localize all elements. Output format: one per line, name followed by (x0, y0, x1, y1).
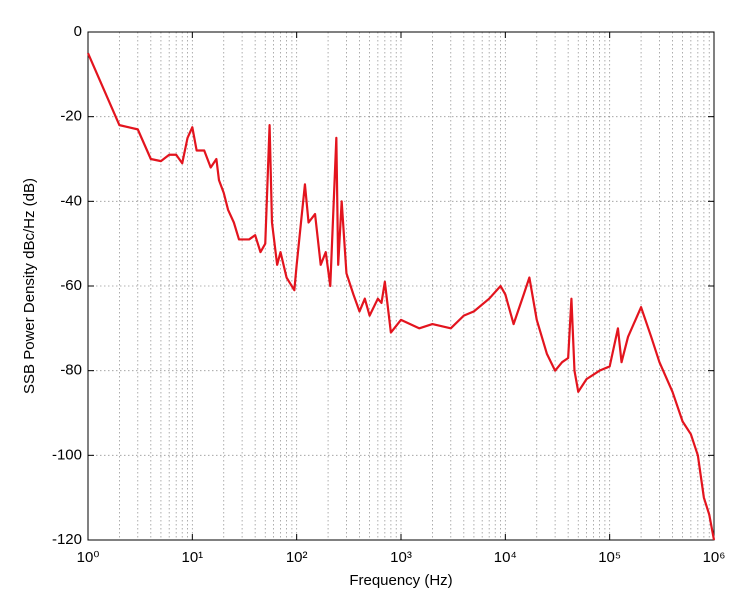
x-tick-label: 10⁶ (703, 549, 726, 566)
y-tick-label: -40 (60, 192, 82, 209)
x-tick-label: 10⁵ (598, 549, 621, 566)
y-tick-label: 0 (74, 23, 82, 40)
y-tick-label: -20 (60, 108, 82, 125)
x-tick-label: 10⁰ (77, 549, 100, 566)
line (86, 52, 716, 541)
y-tick-label: -80 (60, 362, 82, 379)
plot-frame (87, 31, 715, 541)
y-tick-label: -120 (52, 531, 82, 548)
x-axis-label: Frequency (Hz) (349, 572, 452, 589)
x-tick-label: 10¹ (181, 549, 203, 566)
x-tick-label: 10⁴ (494, 549, 517, 566)
x-tick-label: 10² (286, 549, 308, 566)
x-tick-label: 10³ (390, 549, 412, 566)
y-tick-label: -100 (52, 446, 82, 463)
y-tick-label: -60 (60, 277, 82, 294)
y-axis-label: SSB Power Density dBc/Hz (dB) (21, 178, 38, 394)
